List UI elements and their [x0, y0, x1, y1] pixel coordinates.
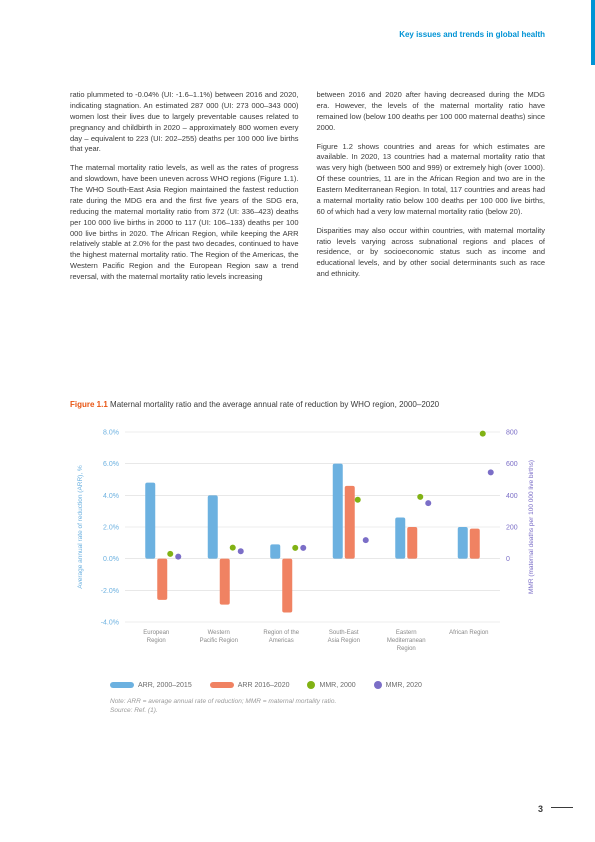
legend-swatch	[210, 682, 234, 688]
svg-text:Western: Western	[208, 630, 230, 636]
legend-arr-2000-2015: ARR, 2000–2015	[110, 682, 192, 689]
paragraph: between 2016 and 2020 after having decre…	[317, 90, 546, 134]
paragraph: ratio plummeted to -0.04% (UI: -1.6–1.1%…	[70, 90, 299, 155]
running-header: Key issues and trends in global health	[399, 30, 545, 39]
figure-caption: Figure 1.1 Maternal mortality ratio and …	[70, 400, 545, 409]
page-edge-accent	[591, 0, 595, 65]
figure-label: Figure 1.1	[70, 400, 108, 409]
svg-text:600: 600	[506, 461, 518, 468]
page-number-rule	[551, 807, 573, 808]
legend-label: MMR, 2000	[319, 682, 355, 689]
svg-text:0.0%: 0.0%	[103, 556, 119, 563]
legend-swatch	[110, 682, 134, 688]
svg-text:4.0%: 4.0%	[103, 493, 119, 500]
legend-label: MMR, 2020	[386, 682, 422, 689]
svg-text:Mediterranean: Mediterranean	[387, 638, 426, 644]
svg-text:European: European	[143, 630, 169, 636]
svg-text:South-East: South-East	[329, 630, 359, 636]
svg-text:Region: Region	[397, 646, 416, 652]
figure-note: Note: ARR = average annual rate of reduc…	[110, 697, 545, 706]
chart-legend: ARR, 2000–2015 ARR 2016–2020 MMR, 2000 M…	[110, 681, 545, 689]
page-number: 3	[538, 804, 543, 814]
svg-text:Region: Region	[147, 638, 166, 644]
paragraph: Disparities may also occur within countr…	[317, 226, 546, 280]
svg-text:400: 400	[506, 493, 518, 500]
body-text-columns: ratio plummeted to -0.04% (UI: -1.6–1.1%…	[70, 90, 545, 291]
paragraph: Figure 1.2 shows countries and areas for…	[317, 142, 546, 218]
legend-label: ARR, 2000–2015	[138, 682, 192, 689]
svg-text:200: 200	[506, 525, 518, 532]
svg-text:-4.0%: -4.0%	[101, 620, 119, 627]
chart-svg: -4.0% -2.0% 0.0% 2.0% 4.0% 6.0% 8.0% 0 200 400 600…	[70, 421, 545, 671]
svg-text:-2.0%: -2.0%	[101, 588, 119, 595]
svg-text:Americas: Americas	[269, 638, 294, 644]
svg-text:8.0%: 8.0%	[103, 430, 119, 437]
legend-arr-2016-2020: ARR 2016–2020	[210, 682, 290, 689]
legend-label: ARR 2016–2020	[238, 682, 290, 689]
svg-text:African Region: African Region	[449, 630, 488, 636]
svg-text:Pacific Region: Pacific Region	[200, 638, 238, 644]
chart-container: -4.0% -2.0% 0.0% 2.0% 4.0% 6.0% 8.0% 0 200 400 600…	[70, 421, 545, 671]
legend-mmr-2000: MMR, 2000	[307, 681, 355, 689]
svg-text:0: 0	[506, 556, 510, 563]
svg-text:2.0%: 2.0%	[103, 525, 119, 532]
svg-text:800: 800	[506, 430, 518, 437]
legend-mmr-2020: MMR, 2020	[374, 681, 422, 689]
column-left: ratio plummeted to -0.04% (UI: -1.6–1.1%…	[70, 90, 299, 291]
svg-text:Eastern: Eastern	[396, 630, 417, 636]
paragraph: The maternal mortality ratio levels, as …	[70, 163, 299, 283]
svg-text:Asia Region: Asia Region	[328, 638, 360, 644]
svg-text:MMR (maternal deaths per 100 0: MMR (maternal deaths per 100 000 live bi…	[528, 460, 535, 594]
column-right: between 2016 and 2020 after having decre…	[317, 90, 546, 291]
legend-swatch	[307, 681, 315, 689]
figure-1-1: Figure 1.1 Maternal mortality ratio and …	[70, 400, 545, 715]
figure-source: Source: Ref. (1).	[110, 706, 545, 715]
svg-text:Region of the: Region of the	[263, 630, 299, 636]
svg-text:Average annual rate of reducti: Average annual rate of reduction (ARR), …	[77, 465, 84, 589]
legend-swatch	[374, 681, 382, 689]
figure-title-text: Maternal mortality ratio and the average…	[110, 400, 439, 409]
svg-text:6.0%: 6.0%	[103, 461, 119, 468]
